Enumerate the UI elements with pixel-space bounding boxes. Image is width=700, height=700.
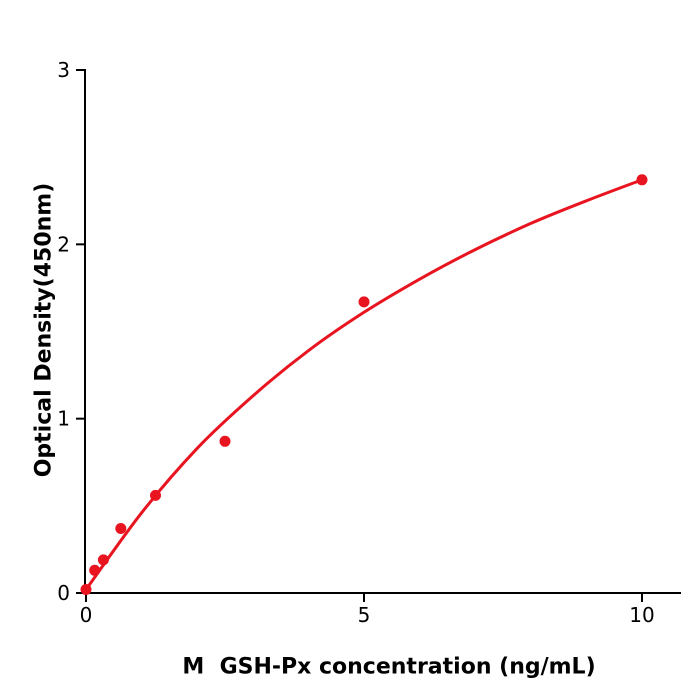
fit-curve-line	[84, 178, 644, 591]
data-point	[89, 564, 101, 576]
y-tick-label: 0	[57, 581, 70, 605]
x-tick-label: 10	[629, 603, 654, 627]
data-point	[80, 584, 92, 595]
y-tick-label: 1	[57, 407, 70, 431]
data-point	[358, 296, 370, 308]
x-tick-label: 5	[358, 603, 371, 627]
x-axis-title: M GSH-Px concentration (ng/mL)	[182, 654, 596, 680]
data-point	[97, 554, 109, 566]
y-tick-label: 2	[57, 232, 70, 256]
data-point	[636, 174, 648, 186]
data-point	[115, 523, 127, 534]
data-point	[150, 489, 161, 501]
y-axis-title: Optical Density(450nm)	[31, 182, 57, 478]
data-point	[219, 435, 231, 447]
x-tick-label: 0	[80, 603, 93, 627]
y-tick-label: 3	[57, 58, 70, 82]
